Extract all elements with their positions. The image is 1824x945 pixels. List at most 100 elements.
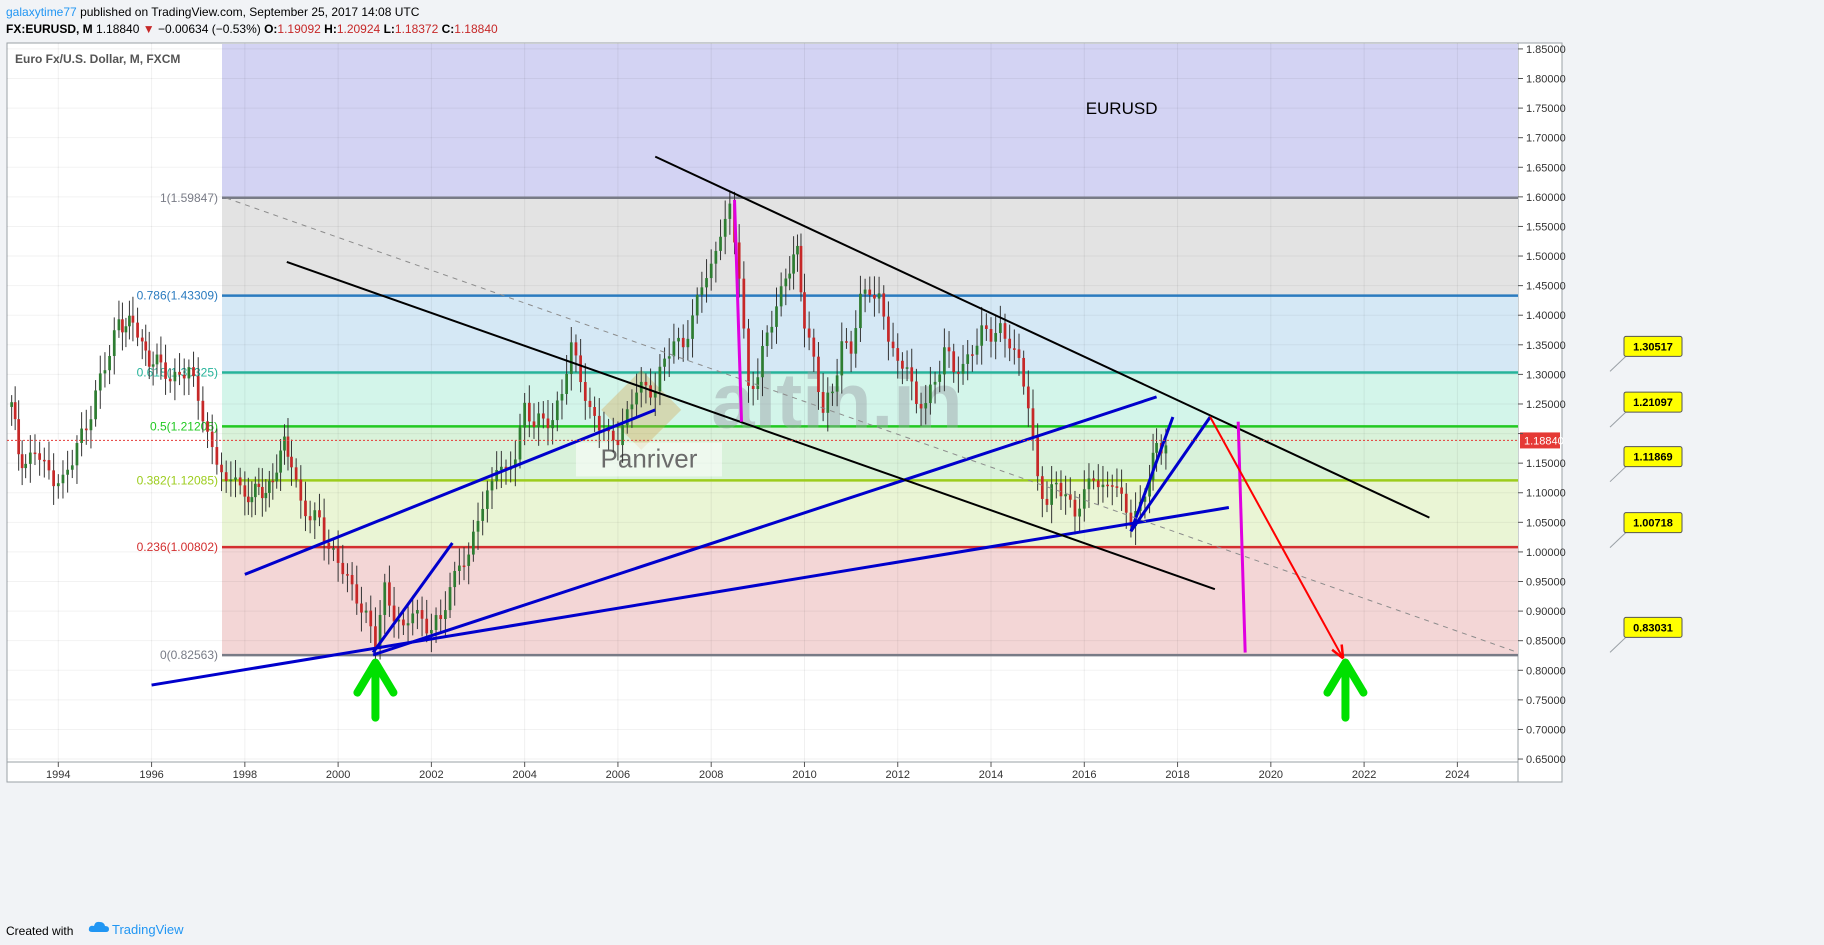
candle [1120, 487, 1123, 494]
fib-zone [222, 547, 1518, 656]
candle [70, 465, 74, 470]
candle [527, 402, 531, 422]
candle [1054, 482, 1058, 485]
candle [476, 520, 480, 532]
candle [467, 554, 471, 566]
fib-level-label: 0.786(1.43309) [137, 289, 218, 303]
candle [882, 293, 886, 317]
close-value: 1.18840 [454, 22, 498, 36]
candle [788, 273, 792, 279]
candle [761, 345, 764, 378]
candle [196, 376, 200, 401]
candle [723, 218, 727, 237]
candle [173, 371, 177, 382]
candle [10, 402, 14, 407]
candle [448, 587, 452, 611]
high-value: 1.20924 [336, 22, 381, 36]
candle [1078, 508, 1081, 517]
candle [13, 402, 17, 420]
candle [42, 459, 46, 462]
y-tick-label: 1.40000 [1526, 310, 1566, 322]
candle [128, 315, 131, 327]
candle [1101, 484, 1105, 488]
y-tick-label: 1.15000 [1526, 458, 1566, 470]
candle [1106, 484, 1109, 487]
candle [728, 203, 732, 219]
candles [10, 191, 1168, 666]
candle [308, 516, 312, 521]
candle [360, 603, 363, 613]
watermark-sub-box [575, 442, 722, 477]
candle [975, 345, 979, 355]
trendline-channel-upper [372, 395, 1158, 657]
candle [458, 565, 461, 571]
candle [336, 548, 340, 563]
x-tick-label: 2024 [1445, 769, 1469, 781]
price-callout-label: 1.00718 [1633, 518, 1673, 530]
candle [434, 615, 438, 630]
author-link[interactable]: galaxytime77 [6, 5, 77, 19]
candle [616, 440, 620, 446]
candle [38, 453, 42, 460]
candle [52, 470, 55, 487]
price-callout-box [1623, 512, 1683, 534]
candle [742, 278, 746, 329]
y-tick-label: 1.80000 [1526, 74, 1566, 86]
candle [984, 325, 988, 329]
candle [124, 326, 128, 333]
candle [136, 322, 139, 338]
candle [453, 570, 457, 588]
fib-zone [222, 372, 1518, 427]
candle [147, 350, 151, 367]
candle [224, 472, 228, 481]
candle [957, 372, 960, 374]
candle [840, 341, 844, 376]
y-tick-label: 0.85000 [1526, 636, 1566, 648]
y-tick-label: 0.95000 [1526, 577, 1566, 589]
candle [495, 470, 499, 482]
created-with-text: Created with [6, 924, 74, 938]
trendline-descending-upper [654, 155, 1430, 519]
high-label: H: [324, 22, 337, 36]
candle [140, 337, 144, 342]
candle [61, 474, 65, 484]
trendline-descending-lower [286, 261, 1216, 591]
candle [1092, 478, 1095, 481]
candle [253, 483, 257, 498]
candle [863, 289, 867, 294]
candle [919, 403, 923, 409]
candle [980, 325, 984, 346]
fib-level-label: 0(0.82563) [160, 648, 218, 662]
y-tick-label: 1.25000 [1526, 399, 1566, 411]
candle [784, 278, 788, 287]
tradingview-link[interactable]: TradingView [112, 922, 184, 937]
x-tick-label: 2012 [886, 769, 910, 781]
candle [947, 347, 951, 352]
grid [7, 43, 1518, 762]
candle [187, 367, 191, 379]
candle [1022, 357, 1026, 387]
price-callout-label: 1.11869 [1633, 452, 1672, 464]
candle [714, 250, 718, 264]
candle [374, 626, 377, 649]
candle [117, 319, 121, 331]
candle [635, 392, 638, 405]
candle [826, 392, 830, 413]
candle [425, 618, 429, 634]
candle [593, 407, 596, 416]
candle [168, 378, 172, 382]
candle [1110, 485, 1114, 487]
candle [560, 393, 564, 401]
candle [267, 480, 271, 493]
candle [630, 404, 634, 410]
candle [17, 419, 21, 455]
candle [1096, 480, 1100, 488]
trendline-channel-lower [151, 506, 1230, 687]
candle [1124, 493, 1128, 513]
candle [388, 582, 391, 606]
x-tick-label: 2008 [699, 769, 723, 781]
candle [532, 421, 536, 427]
candle [663, 358, 666, 367]
current-price-badge [1520, 432, 1560, 449]
